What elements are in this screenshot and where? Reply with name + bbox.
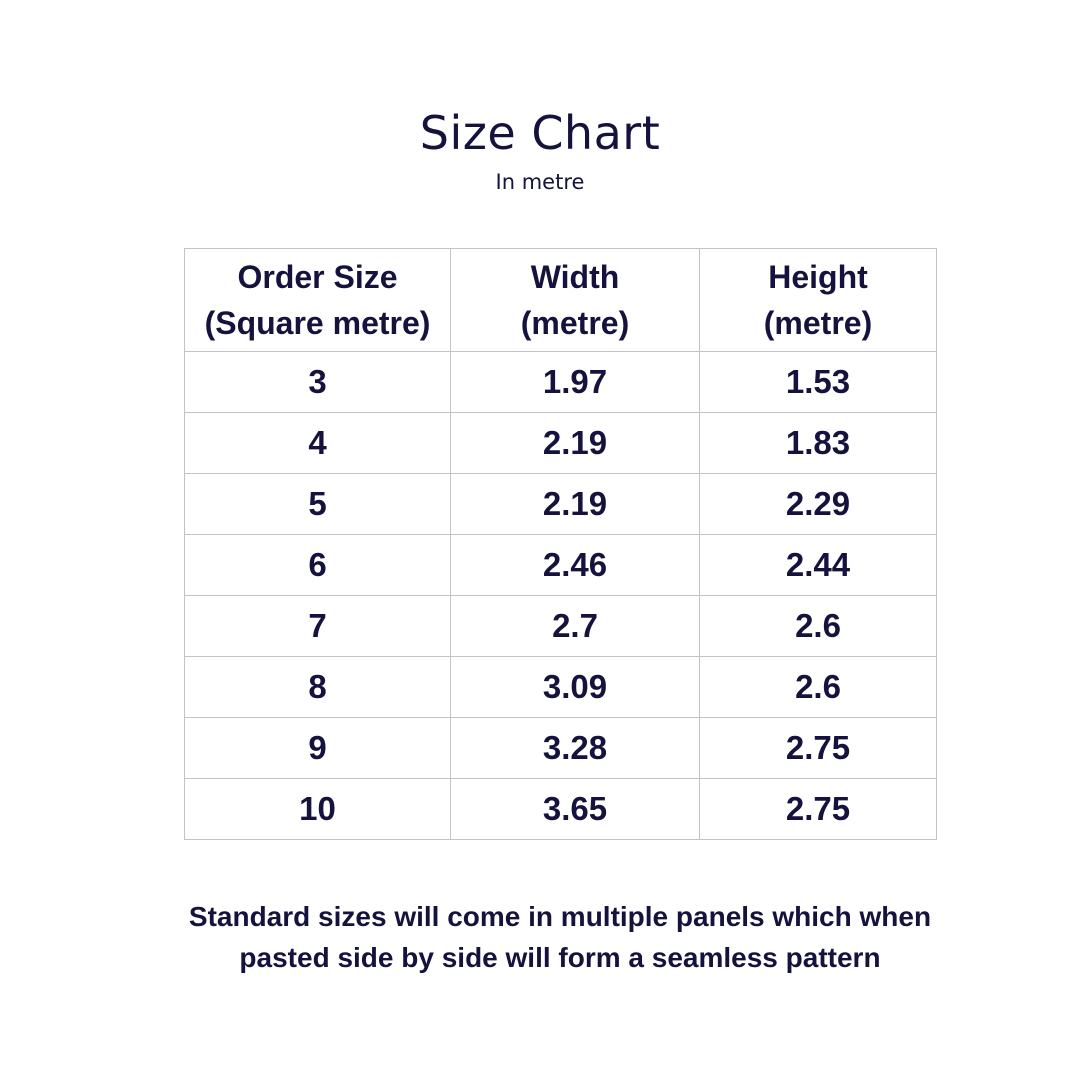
table-row: 3 1.97 1.53 (184, 351, 937, 413)
cell-height: 2.75 (699, 717, 937, 779)
header-line: (Square metre) (204, 305, 431, 341)
cell-width: 2.46 (450, 534, 700, 596)
table-row: 6 2.46 2.44 (184, 534, 937, 596)
cell-width: 2.7 (450, 595, 700, 657)
cell-order-size: 3 (184, 351, 451, 413)
cell-order-size: 4 (184, 412, 451, 474)
table-row: 5 2.19 2.29 (184, 473, 937, 535)
table-row: 10 3.65 2.75 (184, 778, 937, 840)
cell-order-size: 5 (184, 473, 451, 535)
cell-height: 2.44 (699, 534, 937, 596)
header-line: Height (768, 259, 868, 295)
header-line: Order Size (237, 259, 398, 295)
cell-order-size: 10 (184, 778, 451, 840)
header-width: Width (metre) (450, 248, 700, 352)
footnote-line-1: Standard sizes will come in multiple pan… (188, 901, 932, 932)
cell-order-size: 9 (184, 717, 451, 779)
page-title: Size Chart (419, 106, 661, 160)
cell-order-size: 8 (184, 656, 451, 718)
cell-height: 1.83 (699, 412, 937, 474)
cell-width: 3.09 (450, 656, 700, 718)
page-subtitle: In metre (495, 170, 585, 194)
header-line: (metre) (763, 305, 873, 341)
cell-height: 2.29 (699, 473, 937, 535)
footnote: Standard sizes will come in multiple pan… (0, 896, 1080, 978)
cell-height: 1.53 (699, 351, 937, 413)
table-row: 8 3.09 2.6 (184, 656, 937, 718)
header-line: Width (530, 259, 620, 295)
cell-height: 2.6 (699, 656, 937, 718)
header-order-size: Order Size (Square metre) (184, 248, 451, 352)
cell-order-size: 6 (184, 534, 451, 596)
footnote-line-2: pasted side by side will form a seamless… (239, 942, 881, 973)
cell-width: 2.19 (450, 412, 700, 474)
header-height: Height (metre) (699, 248, 937, 352)
cell-height: 2.6 (699, 595, 937, 657)
cell-width: 2.19 (450, 473, 700, 535)
cell-width: 3.65 (450, 778, 700, 840)
header-row: Order Size (Square metre) Width (metre) He… (184, 248, 937, 352)
table-row: 7 2.7 2.6 (184, 595, 937, 657)
header-line: (metre) (520, 305, 630, 341)
size-table: Order Size (Square metre) Width (metre) He… (184, 248, 937, 840)
table-row: 4 2.19 1.83 (184, 412, 937, 474)
table-row: 9 3.28 2.75 (184, 717, 937, 779)
cell-width: 3.28 (450, 717, 700, 779)
cell-height: 2.75 (699, 778, 937, 840)
cell-width: 1.97 (450, 351, 700, 413)
cell-order-size: 7 (184, 595, 451, 657)
